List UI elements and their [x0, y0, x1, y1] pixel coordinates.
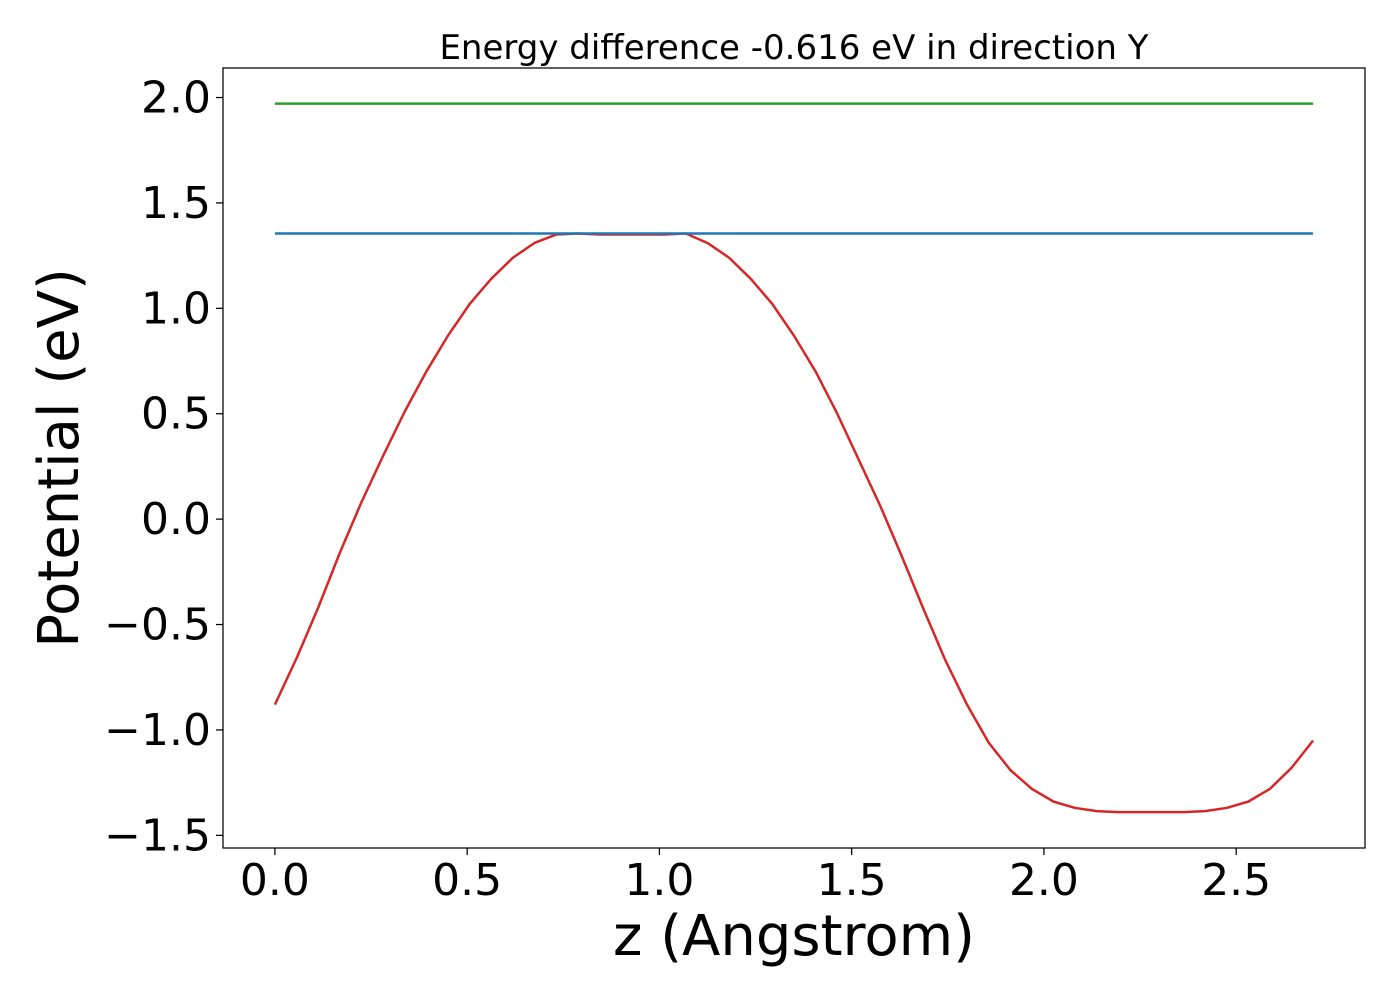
y-axis: −1.5 −1.0 −0.5 0.0 0.5 1.0 1.5 2.0: [104, 73, 223, 861]
x-axis-label: z (Angstrom): [613, 904, 975, 969]
x-tick-label: 2.0: [1009, 855, 1079, 906]
y-tick-label: −1.0: [104, 705, 211, 756]
chart-title: Energy difference -0.616 eV in direction…: [439, 28, 1148, 68]
y-tick-label: 1.0: [141, 283, 211, 334]
x-tick-label: 1.5: [817, 855, 887, 906]
y-tick-label: −1.5: [104, 810, 211, 861]
y-axis-label: Potential (eV): [27, 268, 92, 648]
y-tick-label: 0.5: [141, 389, 211, 440]
x-axis: 0.0 0.5 1.0 1.5 2.0 2.5: [240, 848, 1271, 906]
y-tick-label: 0.0: [141, 494, 211, 545]
x-tick-label: 0.0: [240, 855, 310, 906]
series-line-0: [273, 232, 1315, 814]
series-layer: [273, 102, 1315, 814]
y-tick-label: −0.5: [104, 600, 211, 651]
x-tick-label: 1.0: [624, 855, 694, 906]
y-tick-label: 1.5: [141, 178, 211, 229]
x-tick-label: 2.5: [1201, 855, 1271, 906]
plot-frame: [222, 67, 1366, 849]
x-tick-label: 0.5: [432, 855, 502, 906]
y-tick-label: 2.0: [141, 73, 211, 124]
